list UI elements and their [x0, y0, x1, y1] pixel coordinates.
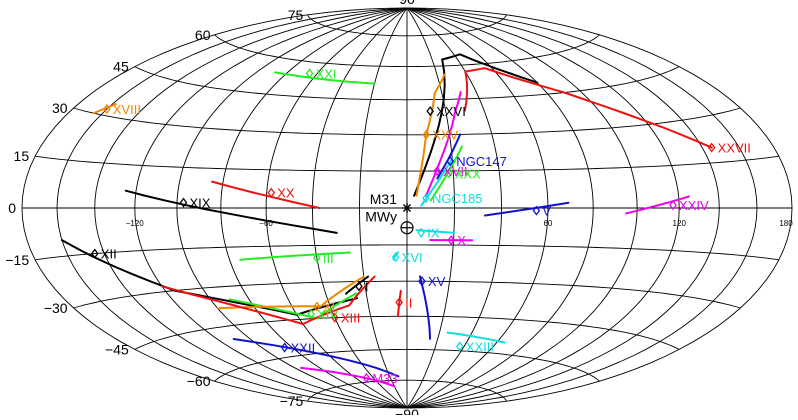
- label-xxvii: XXVII: [718, 141, 751, 156]
- label-xx: XX: [277, 186, 295, 201]
- label-xxi: XXI: [316, 67, 337, 82]
- object-markers: [92, 70, 715, 382]
- latitude-label: −45: [105, 341, 129, 357]
- label-xxii: XXII: [291, 341, 316, 356]
- label-iii: III: [323, 251, 334, 266]
- label-xxv: XXV: [432, 128, 458, 143]
- label-xii: XII: [101, 247, 117, 262]
- latitude-label: 60: [195, 27, 211, 43]
- longitude-label: 120: [673, 219, 687, 228]
- label-xxiv: XXIV: [679, 198, 709, 213]
- label-mwy: MWy: [365, 209, 397, 225]
- label-xv: XV: [428, 274, 446, 289]
- label-m33: M33: [372, 371, 397, 386]
- track-ii: [398, 291, 401, 317]
- label-x: X: [457, 233, 466, 248]
- label-xxiii: XXIII: [466, 339, 494, 354]
- diamond-marker-xxi: [307, 70, 313, 78]
- latitude-label: 75: [288, 7, 304, 23]
- latitude-label: −30: [44, 300, 68, 316]
- latitude-label: −60: [187, 373, 211, 389]
- longitude-label: 180: [779, 219, 793, 228]
- label-ii: II: [405, 295, 412, 310]
- latitude-label: −90: [395, 406, 419, 415]
- label-xxx: XXX: [455, 166, 481, 181]
- track-v: [485, 203, 568, 216]
- label-xviii: XVIII: [113, 102, 141, 117]
- latitude-label: 15: [14, 148, 30, 164]
- label-i: I: [365, 279, 369, 294]
- label-xvi: XVI: [402, 250, 423, 265]
- latitude-label: 30: [52, 100, 68, 116]
- label-m31: M31: [370, 191, 397, 207]
- latitude-label: 90: [399, 0, 415, 7]
- label-xix: XIX: [189, 196, 210, 211]
- label-xxvi: XXVI: [436, 104, 466, 119]
- track-xix: [126, 191, 337, 233]
- label-xi: XI: [323, 300, 335, 315]
- latitude-label: 0: [8, 200, 16, 216]
- longitude-label: −120: [126, 219, 145, 228]
- latitude-label: 45: [113, 59, 129, 75]
- latitude-label: −15: [5, 252, 29, 268]
- label-ix: IX: [427, 226, 440, 241]
- label-ngc185: NGC185: [432, 191, 483, 206]
- label-v: V: [542, 204, 551, 219]
- center-markers: M31 MWy: [365, 191, 413, 234]
- longitude-label: 60: [543, 219, 552, 228]
- label-xiii: XIII: [341, 311, 361, 326]
- latitude-label: −75: [280, 393, 304, 409]
